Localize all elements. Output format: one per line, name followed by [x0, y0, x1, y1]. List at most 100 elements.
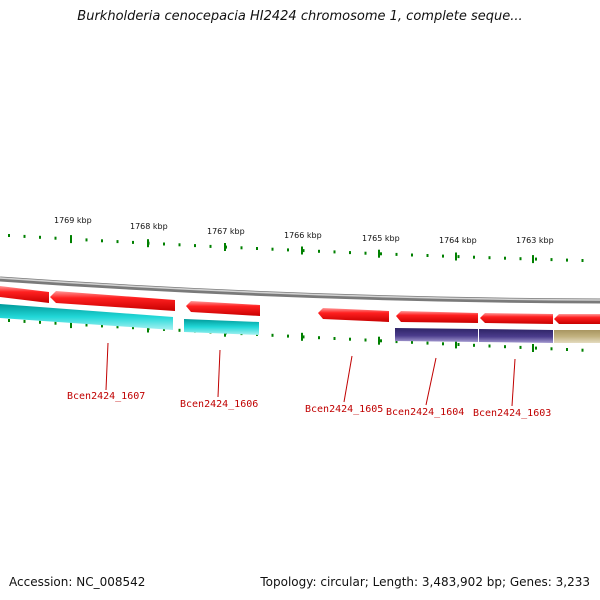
minor-tick [39, 320, 41, 324]
minor-tick [566, 348, 568, 351]
cog-bar-cyan[interactable] [0, 304, 173, 330]
cds-arrow[interactable] [480, 313, 553, 324]
major-tick [147, 239, 149, 248]
minor-tick [426, 341, 429, 345]
minor-tick [85, 238, 88, 242]
major-tick [147, 324, 149, 333]
minor-tick [163, 327, 165, 331]
major-tick [455, 340, 457, 349]
minor-tick [457, 343, 460, 346]
minor-tick [318, 249, 320, 253]
cog-bar-purple[interactable] [395, 328, 478, 342]
minor-tick [519, 257, 522, 261]
scale-label: 1769 kbp [54, 216, 92, 225]
minor-tick [364, 251, 367, 255]
minor-tick [240, 246, 243, 250]
scale-label: 1767 kbp [207, 227, 245, 236]
scale-label: 1764 kbp [439, 236, 477, 245]
cds-arrow[interactable] [50, 291, 175, 311]
gene-label[interactable]: Bcen2424_1607 [67, 391, 145, 402]
topology-summary: Topology: circular; Length: 3,483,902 bp… [260, 575, 590, 589]
gene-label[interactable]: Bcen2424_1603 [473, 408, 551, 419]
minor-tick [349, 251, 351, 255]
minor-tick [116, 325, 119, 329]
minor-tick [287, 334, 289, 338]
gene-label[interactable]: Bcen2424_1604 [386, 407, 464, 418]
cog-bar-purple[interactable] [479, 329, 553, 343]
minor-tick [581, 348, 584, 352]
minor-tick [271, 247, 274, 251]
minor-tick [333, 337, 336, 340]
minor-tick [194, 244, 196, 248]
minor-tick [550, 347, 553, 351]
minor-tick [178, 243, 181, 247]
minor-tick [256, 247, 258, 250]
minor-tick [101, 324, 103, 328]
minor-tick [333, 250, 336, 254]
major-tick [224, 243, 226, 251]
minor-tick [8, 319, 10, 322]
minor-tick [473, 255, 475, 259]
cds-arrow[interactable] [186, 301, 260, 316]
minor-tick [318, 336, 320, 340]
accession-text: Accession: NC_008542 [9, 575, 146, 589]
gene-label-leader [511, 358, 516, 407]
minor-tick [163, 242, 165, 246]
scale-label: 1763 kbp [516, 236, 554, 245]
minor-tick [566, 258, 568, 262]
minor-tick [550, 258, 553, 262]
cds-arrow[interactable] [396, 311, 478, 323]
scale-label: 1766 kbp [284, 231, 322, 240]
major-tick [532, 344, 534, 352]
minor-tick [442, 254, 444, 258]
minor-tick [39, 235, 41, 239]
gene-label[interactable]: Bcen2424_1606 [180, 399, 258, 410]
minor-tick [302, 335, 305, 339]
cds-arrow[interactable] [0, 286, 49, 303]
cds-arrow[interactable] [554, 314, 600, 324]
minor-tick [116, 240, 119, 244]
minor-tick [380, 339, 382, 343]
major-tick [532, 255, 534, 264]
minor-tick [8, 234, 10, 237]
minor-tick [395, 340, 398, 344]
map-title: Burkholderia cenocepacia HI2424 chromoso… [77, 9, 523, 24]
scale-label: 1768 kbp [130, 222, 168, 231]
minor-tick [535, 257, 537, 261]
chromosome-backbone-highlight [0, 277, 600, 301]
gene-label[interactable]: Bcen2424_1605 [305, 404, 383, 415]
major-tick [70, 320, 72, 329]
minor-tick [411, 340, 413, 344]
major-tick [455, 252, 457, 261]
gene-label-leader [343, 355, 353, 403]
minor-tick [488, 344, 491, 348]
minor-tick [209, 244, 212, 248]
minor-tick [101, 239, 103, 243]
minor-tick [302, 249, 305, 253]
major-tick [301, 332, 303, 341]
minor-tick [54, 236, 57, 240]
minor-tick [457, 255, 460, 259]
major-tick [378, 336, 380, 345]
minor-tick [23, 319, 26, 323]
minor-tick [85, 323, 88, 327]
major-tick [378, 249, 380, 258]
minor-tick [581, 259, 584, 262]
gene-label-leader [105, 342, 109, 391]
minor-tick [23, 234, 26, 238]
outer-tick-ring [8, 234, 584, 264]
minor-tick [519, 345, 522, 349]
minor-tick [364, 338, 367, 342]
minor-tick [411, 253, 413, 257]
minor-tick [287, 248, 289, 252]
cds-arrow[interactable] [318, 308, 389, 322]
minor-tick [380, 252, 382, 256]
minor-tick [271, 333, 274, 337]
minor-tick [178, 328, 181, 332]
minor-tick [395, 252, 398, 256]
chromosome-backbone [0, 276, 600, 304]
cog-bar-khaki[interactable] [554, 330, 600, 343]
minor-tick [535, 346, 537, 350]
cog-bar-cyan[interactable] [184, 319, 259, 335]
